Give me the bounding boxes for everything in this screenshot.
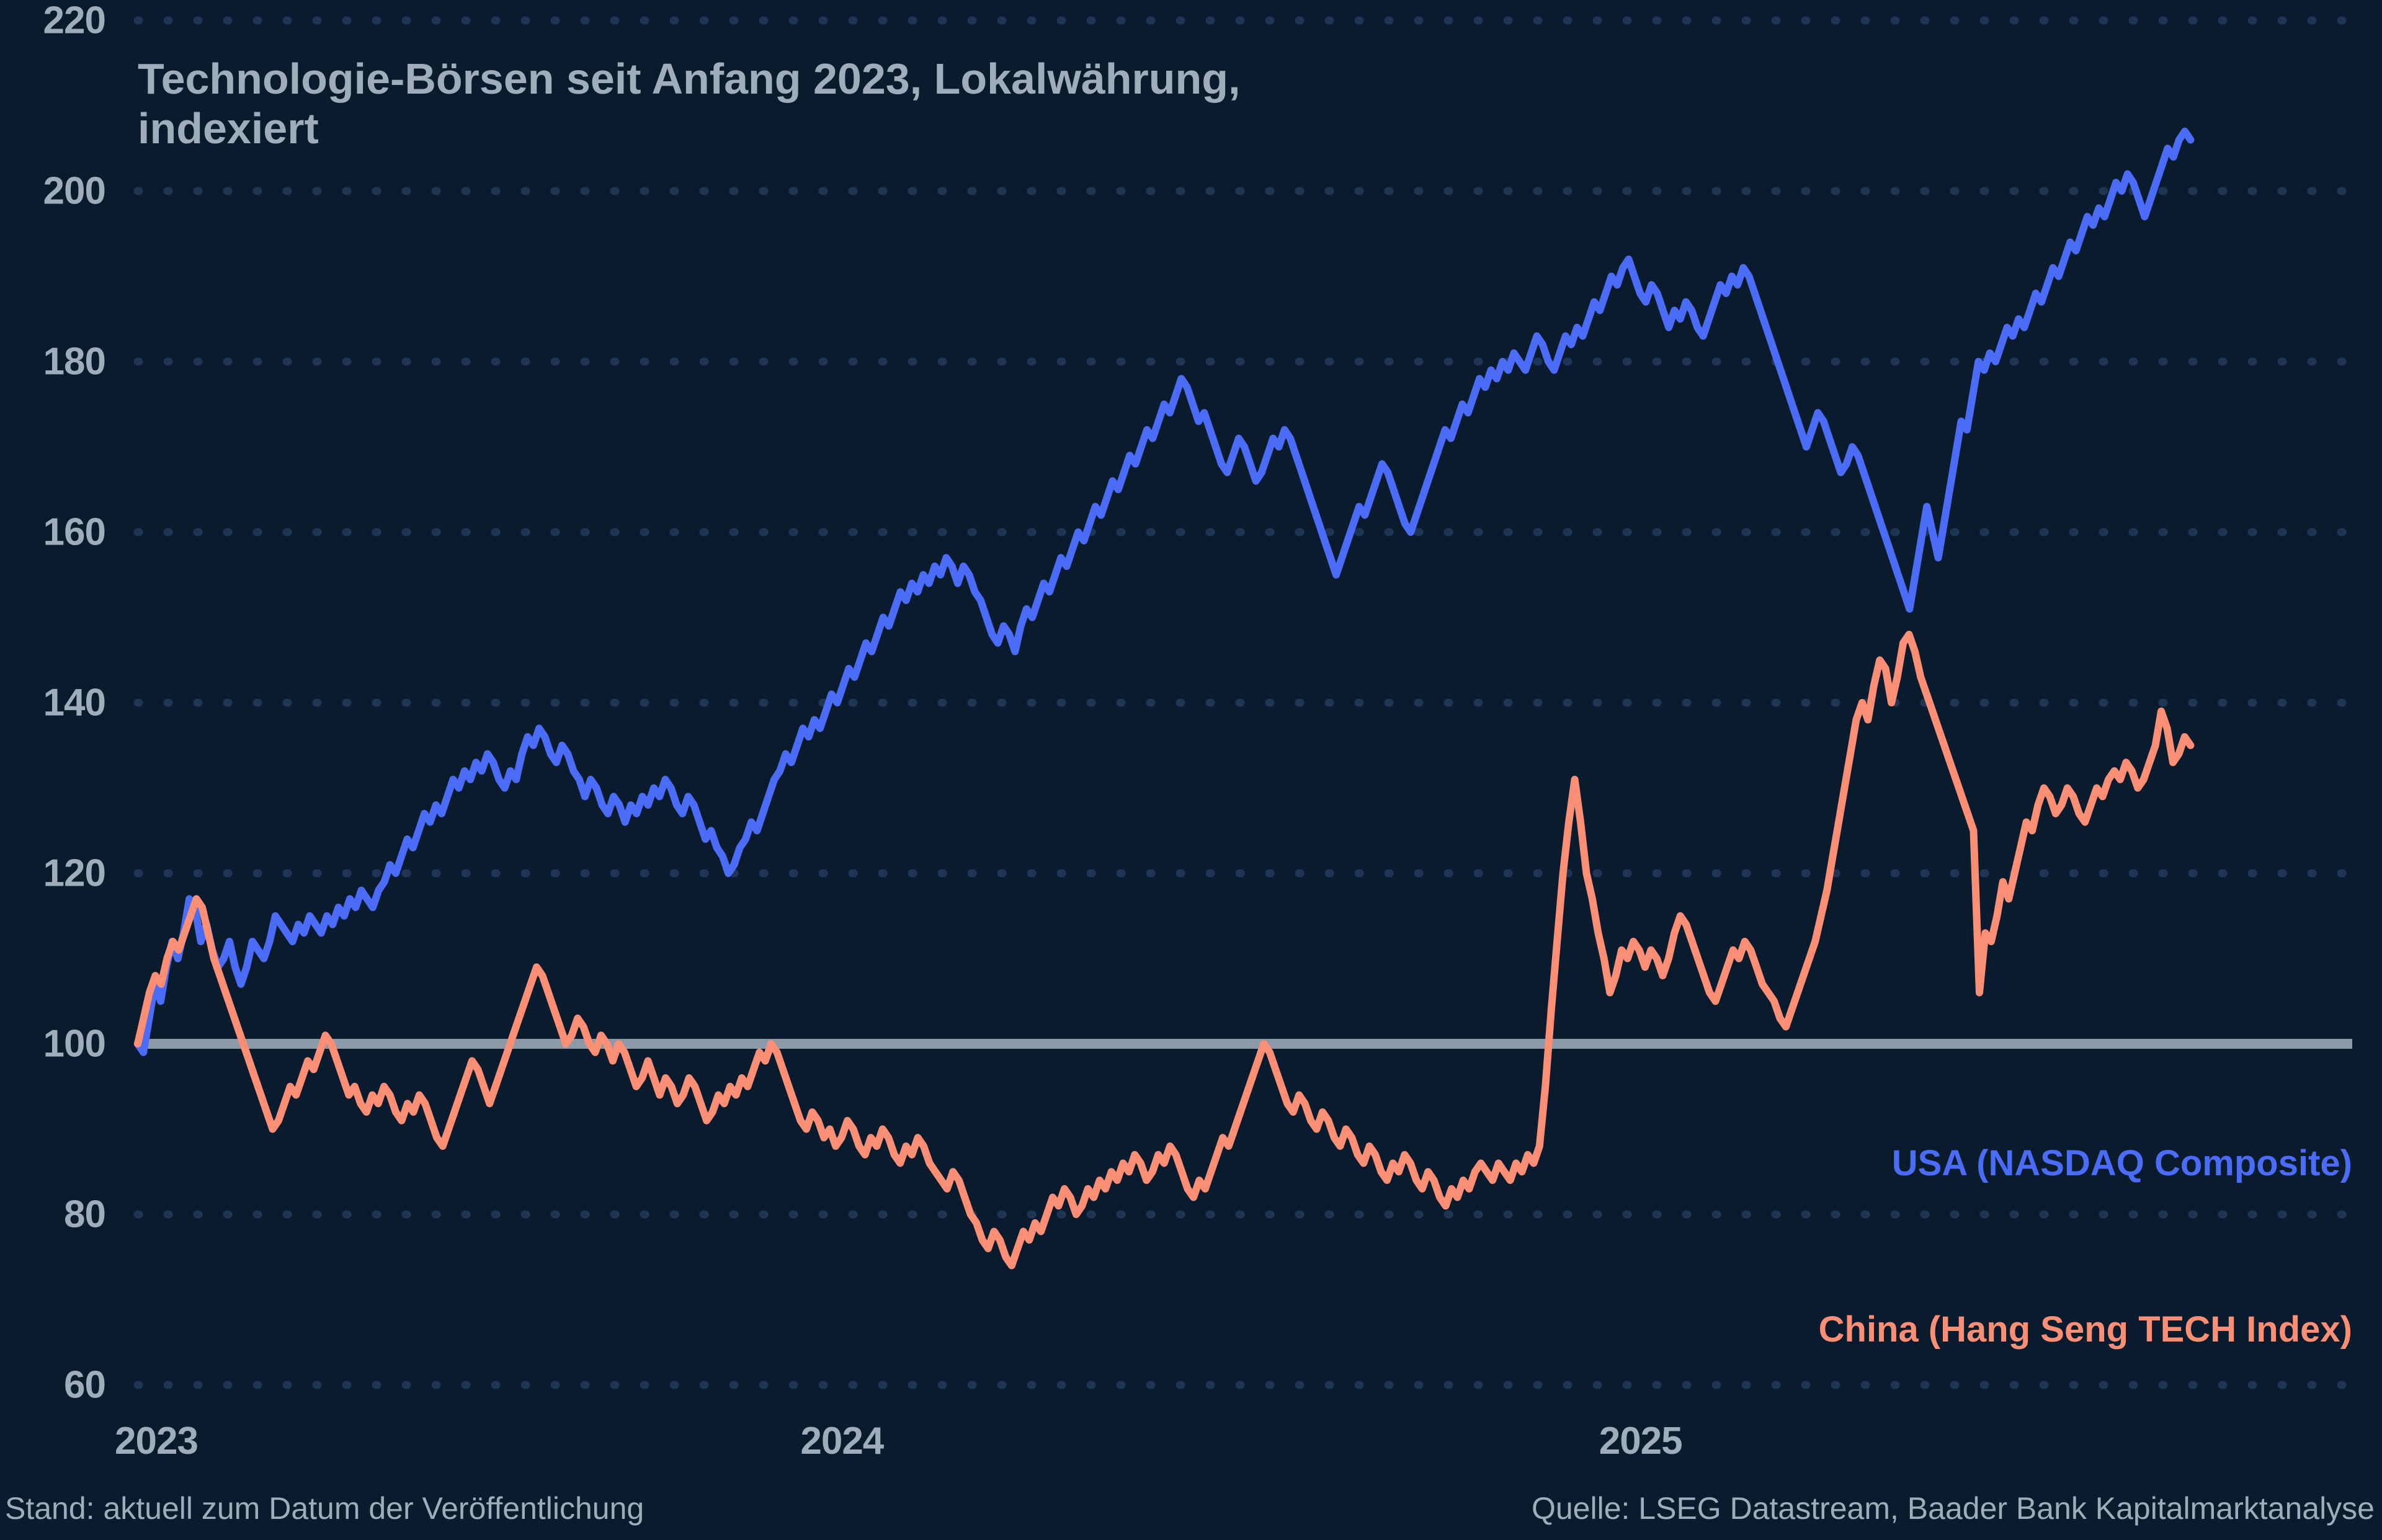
chart-title: Technologie-Börsen seit Anfang 2023, Lok… xyxy=(138,55,1241,153)
y-axis-label-80: 80 xyxy=(64,1193,106,1236)
legend-label-usa: USA (NASDAQ Composite) xyxy=(1891,1143,2352,1183)
y-axis-label-220: 220 xyxy=(43,0,106,42)
legend-label-china: China (Hang Seng TECH Index) xyxy=(1818,1309,2352,1350)
x-axis-label-2023: 2023 xyxy=(115,1420,198,1462)
y-axis-label-120: 120 xyxy=(43,852,106,895)
x-axis-label-2025: 2025 xyxy=(1599,1420,1683,1462)
y-axis-label-60: 60 xyxy=(64,1363,106,1407)
y-axis-label-180: 180 xyxy=(43,340,106,383)
footer-status-note: Stand: aktuell zum Datum der Veröffentli… xyxy=(5,1491,645,1526)
y-axis-label-100: 100 xyxy=(43,1022,106,1066)
x-axis-label-2024: 2024 xyxy=(800,1420,884,1462)
footer-source-note: Quelle: LSEG Datastream, Baader Bank Kap… xyxy=(1531,1491,2375,1526)
y-axis-label-140: 140 xyxy=(43,681,106,724)
y-axis-label-200: 200 xyxy=(43,169,106,213)
y-axis-label-160: 160 xyxy=(43,510,106,554)
